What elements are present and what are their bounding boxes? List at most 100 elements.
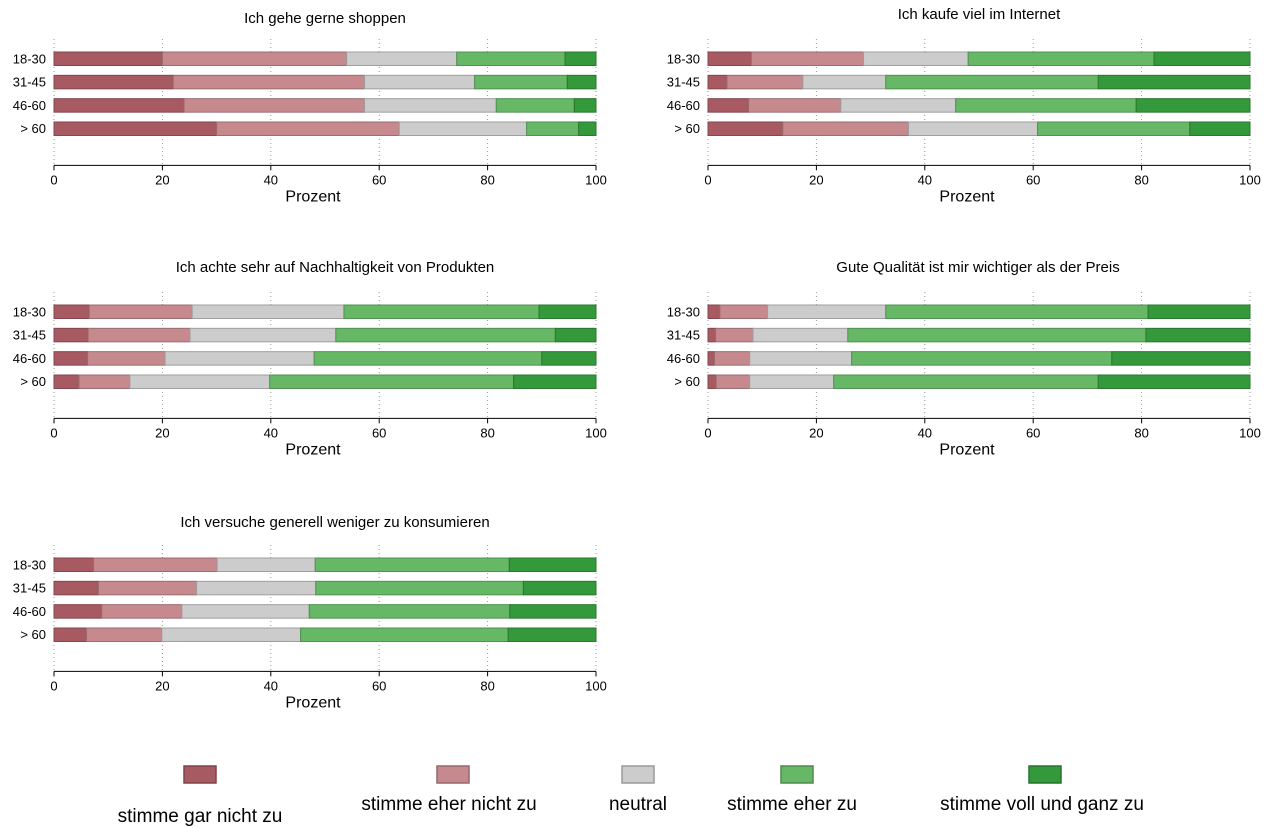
bar-segment bbox=[522, 580, 597, 596]
bar-segment bbox=[840, 98, 957, 113]
x-tick-label: 80 bbox=[1134, 425, 1148, 440]
x-axis-label: Prozent bbox=[285, 694, 341, 711]
bar-segment bbox=[1145, 327, 1251, 343]
x-axis-label: Prozent bbox=[285, 441, 341, 458]
category-label: 31-45 bbox=[13, 75, 46, 90]
bar-segment bbox=[715, 374, 751, 389]
bar-segment bbox=[885, 74, 1099, 90]
chart-panel-2: Ich kaufe viel im Internet 18-30 31-45 46-6… bbox=[667, 6, 1261, 205]
bar-segment bbox=[181, 604, 310, 619]
bar-segment bbox=[97, 580, 198, 596]
bar-segment bbox=[509, 604, 597, 619]
bar-segment bbox=[513, 374, 597, 389]
bar-segment bbox=[715, 327, 754, 343]
bar-segment bbox=[183, 98, 366, 113]
x-tick-label: 60 bbox=[1026, 172, 1040, 187]
bar-segment bbox=[564, 51, 597, 66]
bar-segment bbox=[750, 51, 865, 66]
bar-segment bbox=[129, 374, 271, 389]
bar-segment bbox=[1097, 374, 1251, 389]
bar-segment bbox=[1097, 74, 1251, 90]
category-label: 46-60 bbox=[667, 351, 700, 366]
x-axis-label: Prozent bbox=[939, 441, 995, 458]
x-tick-label: 40 bbox=[264, 425, 278, 440]
category-label: 46-60 bbox=[13, 98, 46, 113]
bar-segment bbox=[752, 327, 849, 343]
legend-swatch bbox=[780, 765, 814, 784]
x-tick-label: 100 bbox=[1239, 425, 1261, 440]
bar-segment bbox=[53, 51, 163, 66]
bar-segment bbox=[1111, 351, 1251, 366]
x-tick-label: 20 bbox=[155, 678, 169, 693]
bar-segment bbox=[87, 351, 166, 366]
chart-panel-4: Gute Qualität ist mir wichtiger als der … bbox=[667, 259, 1261, 458]
bar-segment bbox=[343, 304, 540, 319]
x-tick-label: 60 bbox=[372, 678, 386, 693]
bar-segment bbox=[851, 351, 1113, 366]
category-label: > 60 bbox=[674, 121, 700, 136]
bar-segment bbox=[53, 351, 89, 366]
category-label: 18-30 bbox=[13, 304, 46, 319]
bar-segment bbox=[833, 374, 1099, 389]
panel-title: Gute Qualität ist mir wichtiger als der … bbox=[836, 259, 1119, 276]
x-tick-label: 0 bbox=[50, 425, 57, 440]
bar-segment bbox=[707, 304, 721, 319]
category-label: > 60 bbox=[20, 121, 46, 136]
bar-segment bbox=[216, 557, 316, 572]
bar-segment bbox=[1189, 121, 1251, 136]
bar-segment bbox=[88, 304, 193, 319]
bar-segment bbox=[508, 557, 597, 572]
x-tick-label: 60 bbox=[372, 425, 386, 440]
bar-segment bbox=[53, 604, 103, 619]
bar-segment bbox=[308, 604, 511, 619]
bar-segment bbox=[398, 121, 528, 136]
bar-segment bbox=[93, 557, 218, 572]
panel-title: Ich versuche generell weniger zu konsumi… bbox=[180, 514, 489, 531]
bar-segment bbox=[707, 327, 717, 343]
category-label: 18-30 bbox=[667, 51, 700, 66]
x-tick-label: 20 bbox=[155, 425, 169, 440]
legend-label: stimme voll und ganz zu bbox=[940, 794, 1144, 815]
bar-segment bbox=[269, 374, 515, 389]
bar-segment bbox=[53, 121, 218, 136]
bar-segment bbox=[749, 374, 835, 389]
bar-segment bbox=[748, 98, 842, 113]
bar-segment bbox=[315, 580, 524, 596]
bar-segment bbox=[216, 121, 400, 136]
x-tick-label: 0 bbox=[50, 172, 57, 187]
legend-swatch bbox=[436, 765, 470, 784]
bar-segment bbox=[172, 74, 366, 90]
bar-segment bbox=[714, 351, 751, 366]
bar-segment bbox=[53, 327, 89, 343]
x-tick-label: 40 bbox=[264, 678, 278, 693]
bar-segment bbox=[707, 121, 784, 136]
legend-label: stimme eher nicht zu bbox=[361, 794, 536, 815]
x-tick-label: 60 bbox=[1026, 425, 1040, 440]
legend-label: neutral bbox=[609, 794, 667, 815]
category-label: 46-60 bbox=[13, 604, 46, 619]
panel-title: Ich achte sehr auf Nachhaltigkeit von Pr… bbox=[176, 259, 495, 276]
category-label: > 60 bbox=[20, 627, 46, 642]
chart-panel-1: Ich gehe gerne shoppen 18-30 31-45 46-60 > 6… bbox=[13, 10, 607, 205]
bar-segment bbox=[164, 351, 315, 366]
bar-segment bbox=[1037, 121, 1191, 136]
x-tick-label: 80 bbox=[480, 172, 494, 187]
bar-segment bbox=[507, 627, 597, 642]
bar-segment bbox=[885, 304, 1149, 319]
bar-segment bbox=[767, 304, 887, 319]
bar-segment bbox=[719, 304, 769, 319]
category-label: 31-45 bbox=[13, 581, 46, 596]
x-tick-label: 20 bbox=[809, 172, 823, 187]
bar-segment bbox=[1147, 304, 1251, 319]
x-tick-label: 40 bbox=[918, 425, 932, 440]
x-tick-label: 100 bbox=[1239, 172, 1261, 187]
bar-segment bbox=[161, 627, 302, 642]
bar-segment bbox=[53, 557, 95, 572]
category-label: 31-45 bbox=[667, 75, 700, 90]
bar-segment bbox=[364, 98, 497, 113]
bar-segment bbox=[955, 98, 1137, 113]
bar-segment bbox=[53, 98, 185, 113]
panel-title: Ich kaufe viel im Internet bbox=[898, 6, 1061, 23]
bar-segment bbox=[346, 51, 458, 66]
bar-segment bbox=[573, 98, 597, 113]
